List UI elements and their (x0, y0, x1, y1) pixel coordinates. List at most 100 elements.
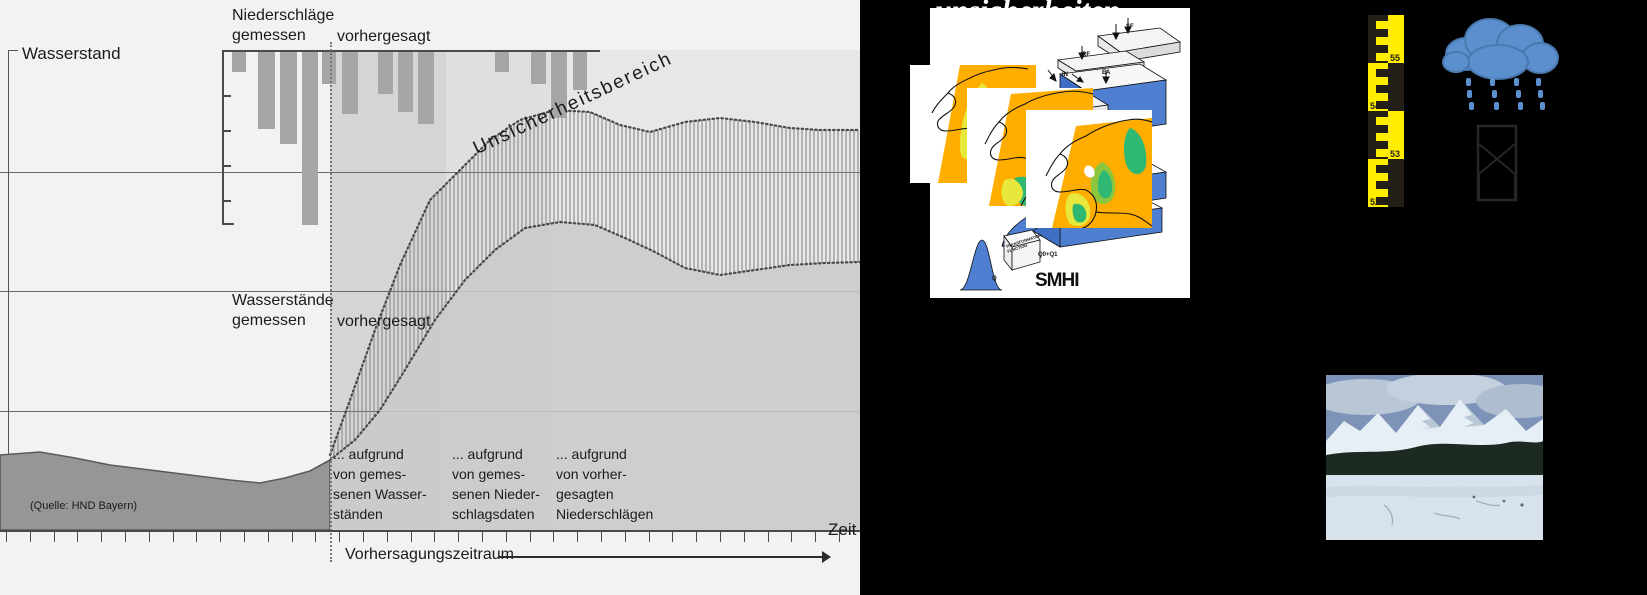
precip-bar (342, 52, 358, 114)
x-axis-tick (125, 532, 126, 542)
level-group-forecast: vorhergesagt (337, 313, 431, 330)
x-axis-tick (148, 532, 150, 542)
y-axis-label: Wasserstand (22, 44, 121, 63)
x-axis-tick (577, 532, 579, 542)
x-axis-tick (648, 532, 650, 542)
precip-group-measured: gemessen (232, 27, 306, 44)
hydrograph-figure: Wasserstand (0, 0, 860, 595)
precip-map-3 (1026, 110, 1152, 228)
gauge-number-52: 52 (1370, 197, 1381, 207)
gauge-notch (1376, 149, 1390, 157)
x-axis-tick (624, 532, 626, 542)
uncertainty-lower-area (330, 222, 860, 530)
precipitation-bar-panel (222, 50, 600, 225)
smhi-label-q0q1: Q0+Q1 (1038, 252, 1058, 258)
gauge-segment (1388, 15, 1404, 63)
smhi-label-ea: EA (1102, 70, 1111, 76)
smhi-label-sf: SF (1126, 24, 1134, 30)
footnote-measured-precip: ... aufgrund von gemes- senen Nieder- sc… (452, 446, 540, 522)
forecast-period-label: Vorhersagungszeitraum (345, 546, 514, 563)
gauge-notch (1376, 85, 1398, 93)
source-note: (Quelle: HND Bayern) (30, 500, 137, 512)
x-axis-tick (101, 532, 103, 542)
level-group-label: Wasserstände gemessen (232, 291, 334, 331)
x-axis-label: Zeit (828, 520, 857, 539)
gauge-notch (1376, 133, 1390, 141)
precip-bar (258, 52, 275, 129)
precip-tick (222, 200, 231, 202)
right-illustration-panel: unsicherheiten (860, 0, 1647, 595)
precip-bar (322, 52, 336, 84)
precip-group-forecast: vorhergesagt (337, 28, 431, 45)
gauge-notch (1376, 37, 1390, 45)
precip-tick (222, 165, 231, 167)
precip-bar (302, 52, 318, 225)
gauge-notch (1376, 53, 1390, 61)
precip-group-label: Niederschläge gemessen (232, 6, 334, 46)
precip-group-title: Niederschläge (232, 7, 335, 24)
x-axis-tick (482, 532, 483, 542)
threshold-line-1 (0, 172, 860, 173)
gauge-number-53: 53 (1390, 149, 1401, 159)
x-axis-tick (839, 532, 840, 542)
precip-bar (280, 52, 297, 144)
gauge-notch (1376, 69, 1398, 77)
x-axis-tick (601, 532, 602, 542)
precip-left-axis (222, 50, 224, 225)
precip-tick (222, 130, 231, 132)
gauge-notch (1376, 117, 1390, 125)
precip-bar (378, 52, 393, 94)
precip-bar (232, 52, 246, 72)
x-axis (0, 530, 860, 532)
x-axis-tick (767, 532, 769, 542)
y-axis-cap (8, 50, 18, 51)
smhi-label-q: Q (992, 276, 997, 282)
x-axis-tick (791, 532, 793, 542)
x-axis-tick (220, 532, 222, 542)
smhi-label-rf: RF (1082, 52, 1090, 58)
gauge-notch (1376, 165, 1398, 173)
x-axis-tick (434, 532, 436, 542)
x-axis-tick (291, 532, 293, 542)
gauge-staff: 55 54 53 52 (1368, 15, 1404, 207)
x-axis-tick (196, 532, 198, 542)
uncertainty-band (330, 110, 860, 460)
x-axis-tick (363, 532, 364, 542)
x-axis-tick (458, 532, 460, 542)
x-axis-tick (505, 532, 507, 542)
x-axis-tick (244, 532, 245, 542)
x-axis-tick (53, 532, 55, 542)
precip-bar (531, 52, 546, 84)
footnote-forecast-precip: ... aufgrund von vorher- gesagten Nieder… (556, 446, 654, 522)
rain-gauge-icon (1476, 124, 1518, 202)
y-axis (8, 50, 9, 530)
x-axis-tick (696, 532, 698, 542)
gauge-notch (1376, 197, 1398, 205)
uncertainty-lower-line (328, 220, 860, 462)
gauge-notch (1376, 101, 1398, 109)
x-axis-tick (410, 532, 412, 542)
precip-bar (398, 52, 413, 112)
x-axis-tick (339, 532, 341, 542)
x-axis-tick (172, 532, 174, 542)
precip-bar (495, 52, 509, 72)
precip-bar (418, 52, 434, 124)
x-axis-tick (386, 532, 388, 542)
uncertainty-upper-line (328, 108, 860, 457)
level-group-title: Wasserstände (232, 292, 334, 309)
gauge-notch (1376, 21, 1390, 29)
precip-top-axis (222, 50, 600, 52)
gauge-notch (1376, 181, 1398, 189)
forecast-period-arrow (498, 556, 828, 558)
precip-tick (222, 95, 231, 97)
precip-bar (573, 52, 587, 90)
water-level-plot (0, 108, 860, 530)
gauge-number-55: 55 (1390, 53, 1401, 63)
x-axis-tick (815, 532, 817, 542)
footnote-measured-levels: ... aufgrund von gemes- senen Wasser- st… (333, 446, 427, 522)
smhi-label-in: IN (1062, 72, 1068, 78)
forecast-period-arrowhead (822, 551, 831, 563)
x-axis-tick (743, 532, 745, 542)
x-axis-tick (6, 532, 7, 542)
